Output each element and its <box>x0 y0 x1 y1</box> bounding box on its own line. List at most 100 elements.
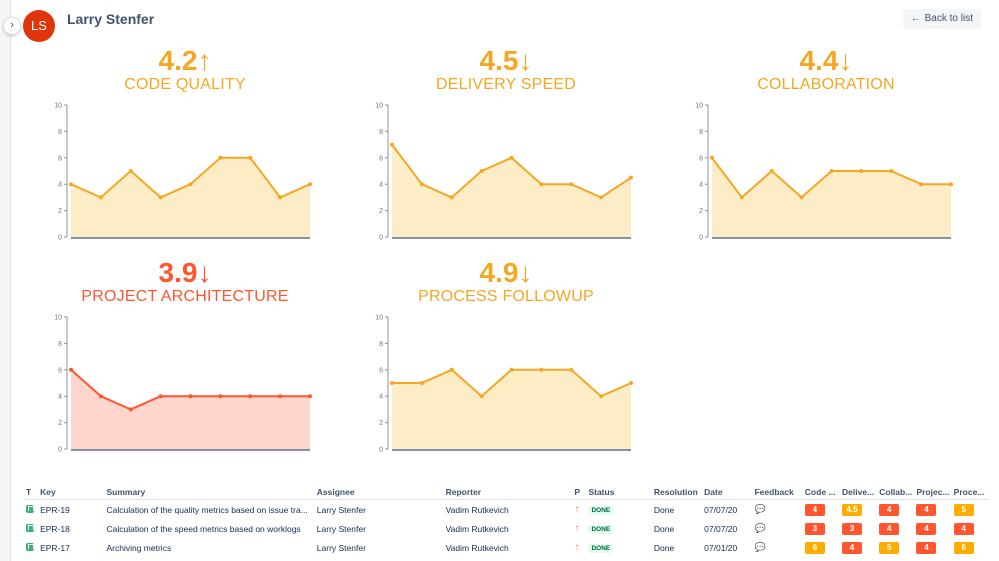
y-tick-label: 2 <box>58 420 62 427</box>
priority-icon: ↑ <box>574 542 580 553</box>
metric-score: 4.9↓ <box>479 257 533 288</box>
issue-assignee: Larry Stenfer <box>316 504 366 515</box>
y-tick-label: 2 <box>379 208 383 215</box>
feedback-icon[interactable]: 💬 <box>754 523 766 533</box>
column-header[interactable]: Collab... <box>877 484 915 500</box>
data-point <box>769 169 774 173</box>
data-point <box>539 182 544 187</box>
data-point <box>248 155 253 160</box>
table-row[interactable]: EPR-18 Calculation of the speed metrics b… <box>24 519 989 538</box>
issue-assignee: Larry Stenfer <box>316 542 366 553</box>
score-badge: 4 <box>916 503 937 516</box>
story-type-icon <box>26 504 34 513</box>
column-header[interactable]: Date <box>702 484 753 500</box>
y-tick-label: 2 <box>58 208 62 215</box>
issue-key[interactable]: EPR-19 <box>40 504 70 515</box>
issue-summary[interactable]: Calculation of the speed metrics based o… <box>106 523 301 534</box>
data-point <box>739 195 744 200</box>
area-fill <box>392 369 631 449</box>
score-badge: 3 <box>804 522 825 535</box>
status-badge: DONE <box>588 506 614 515</box>
data-point <box>629 381 633 385</box>
area-fill <box>392 144 631 237</box>
data-point <box>569 367 574 372</box>
data-point <box>419 381 424 385</box>
priority-icon: ↑ <box>574 504 580 515</box>
column-header[interactable]: Projec... <box>914 484 952 500</box>
avatar: LS <box>23 10 55 42</box>
y-tick-label: 8 <box>379 129 383 136</box>
column-header[interactable]: P <box>572 484 587 500</box>
metric-chart: 0 2 4 6 8 10 <box>54 315 312 454</box>
metric-project-architecture: 3.9↓ PROJECT ARCHITECTURE 0 2 4 6 8 10 <box>25 258 345 456</box>
metric-title: COLLABORATION <box>757 76 895 93</box>
data-point <box>69 182 73 187</box>
column-header[interactable]: Key <box>38 484 105 500</box>
column-header[interactable]: Reporter <box>443 484 573 500</box>
status-badge: DONE <box>588 525 614 534</box>
y-tick-label: 10 <box>375 103 383 110</box>
issue-key[interactable]: EPR-17 <box>40 542 70 553</box>
column-header[interactable]: Summary <box>104 484 315 500</box>
data-point <box>449 367 454 372</box>
data-point <box>799 195 804 200</box>
data-point <box>218 155 223 160</box>
data-point <box>188 182 193 187</box>
data-point <box>509 155 514 160</box>
data-point <box>629 175 633 180</box>
data-point <box>308 394 312 399</box>
issues-table: T Key Summary Assignee Reporter P Status Resolu… <box>24 484 989 557</box>
y-tick-label: 10 <box>54 103 62 110</box>
issue-summary[interactable]: Calculation of the quality metrics based… <box>106 504 308 515</box>
issue-date: 07/07/20 <box>704 504 738 515</box>
column-header[interactable]: Assignee <box>314 484 444 500</box>
metric-title: DELIVERY SPEED <box>435 76 577 93</box>
data-point <box>69 367 73 372</box>
y-tick-label: 6 <box>379 367 383 374</box>
y-tick-label: 4 <box>379 182 383 189</box>
column-header[interactable]: T <box>24 484 39 500</box>
column-header[interactable]: Delive... <box>840 484 878 500</box>
column-header[interactable]: Status <box>586 484 652 500</box>
data-point <box>278 394 283 399</box>
metric-chart: 0 2 4 6 8 10 <box>375 315 633 454</box>
data-point <box>859 169 864 173</box>
back-to-list-button[interactable]: ← Back to list <box>902 9 981 29</box>
y-tick-label: 8 <box>58 129 62 136</box>
data-point <box>98 195 103 200</box>
column-header[interactable]: Feedback <box>752 484 803 500</box>
metric-process-followup: 4.9↓ PROCESS FOLLOWUP 0 2 4 6 8 10 <box>346 258 666 456</box>
sidebar-toggle-button[interactable]: › <box>3 17 21 35</box>
y-tick-label: 10 <box>695 103 703 110</box>
data-point <box>218 394 223 399</box>
data-point <box>128 407 133 412</box>
data-point <box>479 169 484 173</box>
column-header[interactable]: Proce... <box>951 484 989 500</box>
y-tick-label: 2 <box>699 208 703 215</box>
issue-summary[interactable]: Archiving metrics <box>106 542 172 553</box>
data-point <box>419 182 424 187</box>
table-row[interactable]: EPR-19 Calculation of the quality metrics… <box>24 500 989 520</box>
score-badge: 3 <box>842 522 863 535</box>
y-tick-label: 10 <box>54 315 62 322</box>
score-badge: 4 <box>804 503 825 516</box>
score-badge: 4 <box>879 503 900 516</box>
table-row[interactable]: EPR-17 Archiving metrics Larry Stenfer Vadi… <box>24 538 989 557</box>
feedback-icon[interactable]: 💬 <box>754 542 766 552</box>
issue-date: 07/07/20 <box>704 523 738 534</box>
y-tick-label: 0 <box>58 447 62 454</box>
metric-chart: 0 2 4 6 8 10 <box>54 103 312 242</box>
feedback-icon[interactable]: 💬 <box>754 504 766 514</box>
data-point <box>128 169 133 173</box>
data-point <box>158 195 163 200</box>
data-point <box>599 195 604 200</box>
y-tick-label: 10 <box>375 315 383 322</box>
column-header[interactable]: Code ... <box>802 484 841 500</box>
back-to-list-label: Back to list <box>924 13 973 24</box>
column-header[interactable]: Resolution <box>651 484 703 500</box>
score-badge: 4.5 <box>842 503 863 516</box>
issue-reporter: Vadim Rutkevich <box>445 523 509 534</box>
issue-key[interactable]: EPR-18 <box>40 523 70 534</box>
issue-resolution: Done <box>653 504 675 515</box>
score-badge: 4 <box>953 522 974 535</box>
